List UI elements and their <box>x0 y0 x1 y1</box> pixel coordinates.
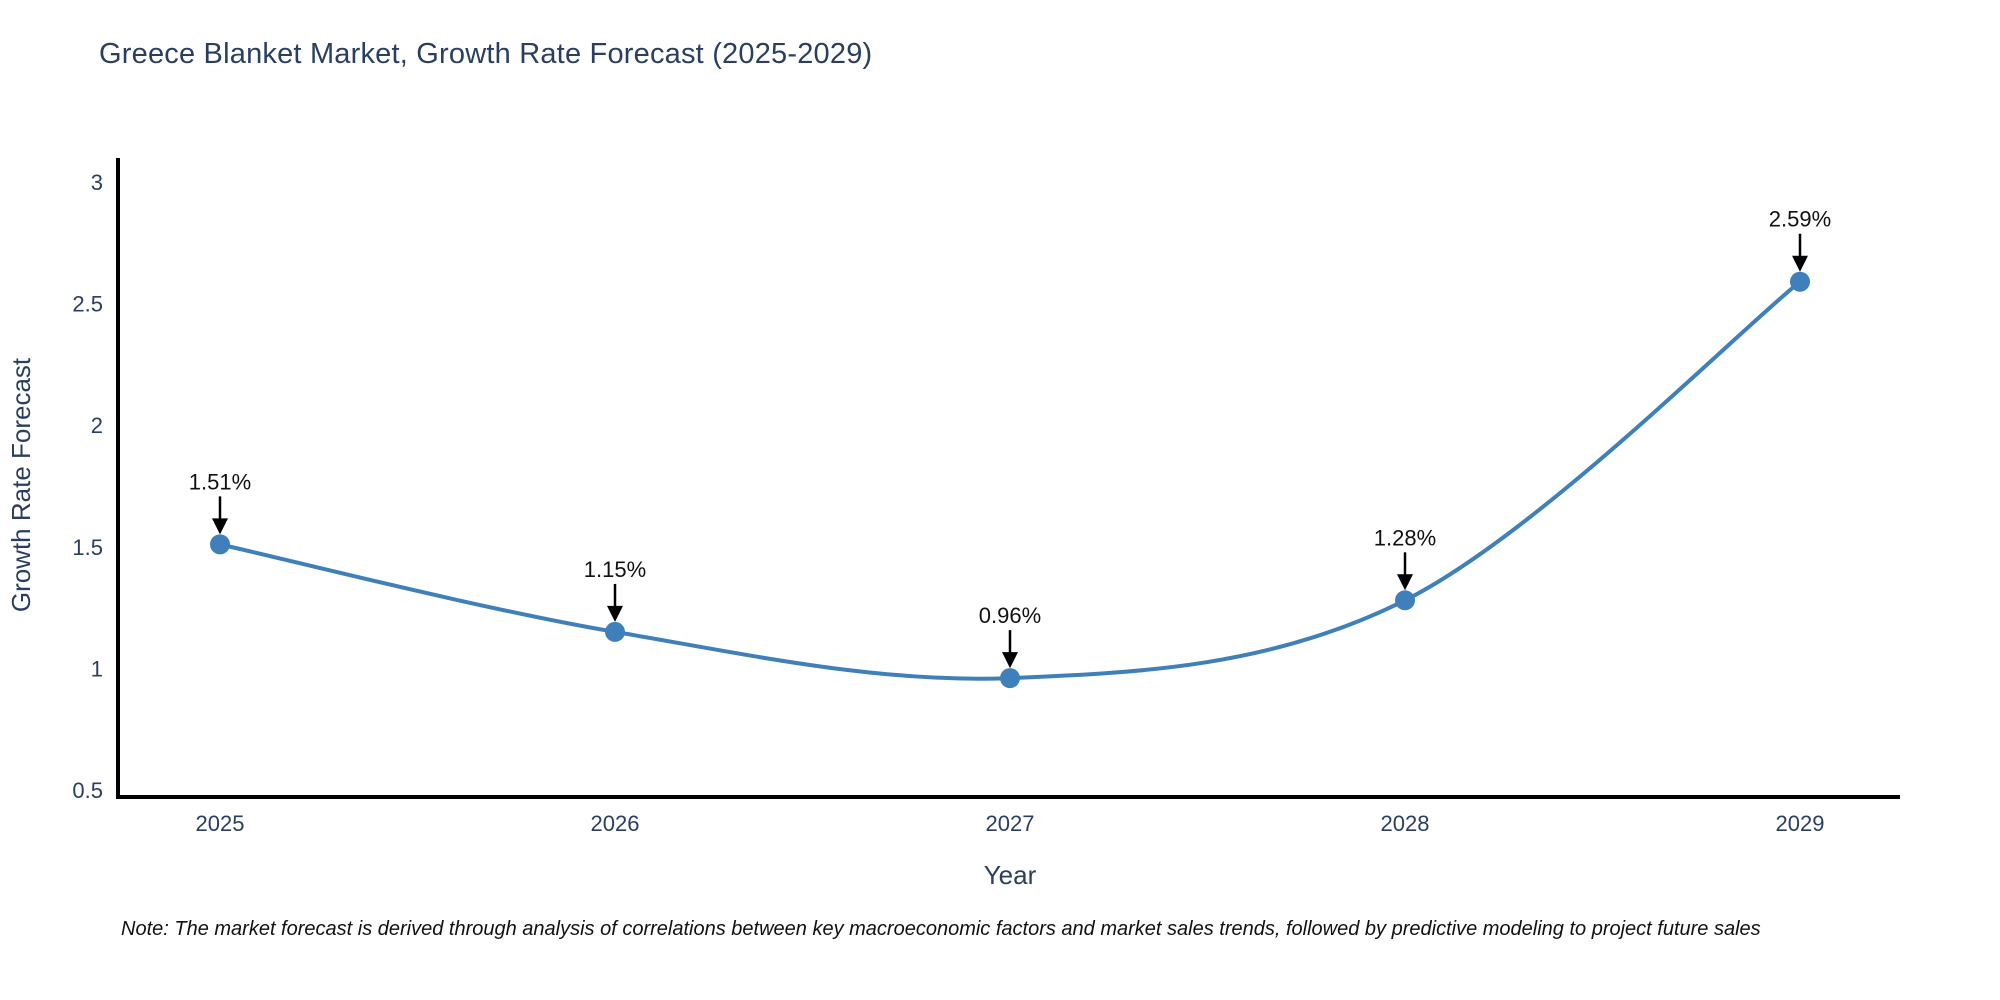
footnote: Note: The market forecast is derived thr… <box>121 918 1761 940</box>
chart-title: Greece Blanket Market, Growth Rate Forec… <box>99 38 873 70</box>
x-tick-label: 2029 <box>1776 811 1825 836</box>
y-tick-label: 1 <box>91 656 103 681</box>
data-point-label: 1.15% <box>584 557 646 582</box>
x-tick-label: 2027 <box>986 811 1035 836</box>
annotation-arrowhead <box>1792 255 1808 272</box>
annotation-arrowhead <box>212 518 228 535</box>
x-tick-label: 2025 <box>196 811 245 836</box>
data-point-label: 2.59% <box>1769 207 1831 232</box>
annotation-arrowhead <box>607 605 623 622</box>
data-point-marker <box>1395 590 1415 611</box>
data-point-marker <box>1790 271 1810 292</box>
x-axis-title: Year <box>984 860 1037 890</box>
data-point-marker <box>210 534 230 555</box>
y-tick-label: 2.5 <box>72 292 103 317</box>
data-point-marker <box>605 621 625 642</box>
data-point-label: 1.51% <box>189 469 251 494</box>
y-tick-label: 2 <box>91 413 103 438</box>
y-tick-label: 0.5 <box>72 778 103 803</box>
data-point-label: 0.96% <box>979 603 1041 628</box>
y-axis-title: Growth Rate Forecast <box>6 357 36 612</box>
x-tick-label: 2026 <box>591 811 640 836</box>
data-point-label: 1.28% <box>1374 525 1436 550</box>
data-point-marker <box>1000 668 1020 689</box>
annotation-arrowhead <box>1397 574 1413 591</box>
y-tick-label: 1.5 <box>72 535 103 560</box>
y-tick-label: 3 <box>91 170 103 195</box>
x-tick-label: 2028 <box>1381 811 1430 836</box>
annotation-arrowhead <box>1002 652 1018 669</box>
